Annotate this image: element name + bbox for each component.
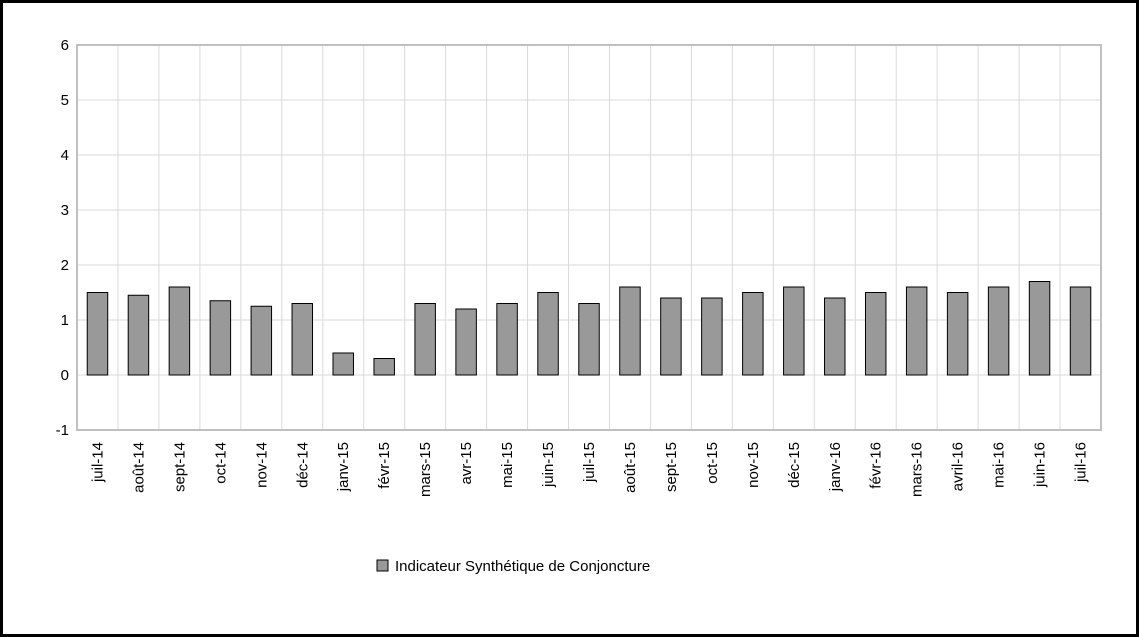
legend-swatch	[376, 559, 389, 572]
bar-déc-15	[783, 286, 805, 376]
bar-août-15	[619, 286, 641, 376]
bar-juil-14	[86, 292, 109, 376]
bar-févr-15	[373, 358, 395, 376]
bar-déc-14	[291, 303, 314, 376]
x-tick-label: janv-16	[827, 442, 844, 492]
bars	[86, 281, 1092, 376]
x-tick-label: sept-14	[171, 442, 188, 492]
bar-juin-15	[537, 292, 559, 376]
x-tick-label: juin-16	[1032, 442, 1049, 488]
x-tick-label: août-14	[130, 442, 147, 493]
x-tick-label: mai-15	[499, 442, 516, 488]
y-tick-label: 4	[61, 147, 69, 164]
bar-août-14	[127, 294, 150, 376]
x-tick-label: oct-15	[704, 442, 721, 484]
x-tick-label: déc-14	[294, 442, 311, 488]
bar-mai-15	[496, 303, 518, 376]
bar-juin-16	[1028, 281, 1051, 376]
bar-oct-14	[209, 300, 232, 376]
bar-oct-15	[701, 297, 723, 376]
bar-sept-15	[660, 297, 682, 376]
x-tick-label: juil-15	[581, 442, 598, 483]
x-axis-ticks: juil-14 août-14 sept-14 oct-14 nov-14 déc-14 j…	[89, 442, 1089, 497]
y-tick-label: 6	[61, 37, 69, 54]
bar-nov-14	[250, 305, 273, 376]
bar-nov-15	[742, 292, 764, 376]
x-tick-label: août-15	[622, 442, 639, 493]
x-tick-label: juil-16	[1073, 442, 1090, 483]
bar-mars-15	[414, 303, 436, 376]
bar-juil-15	[578, 303, 600, 376]
bar-sept-14	[168, 286, 191, 376]
bar-janv-15	[332, 352, 354, 376]
y-tick-label: 2	[61, 257, 69, 274]
legend: Indicateur Synthétique de Conjoncture	[376, 558, 650, 575]
plot-border	[76, 44, 1102, 431]
x-tick-label: avr-15	[458, 442, 475, 485]
bar-avril-16	[946, 292, 969, 376]
y-axis-ticks: -1 0 1 2 3 4 5 6	[56, 37, 69, 439]
bar-mars-16	[905, 286, 928, 376]
x-tick-label: mai-16	[991, 442, 1008, 488]
x-tick-label: sept-15	[663, 442, 680, 492]
bar-janv-16	[824, 297, 846, 376]
x-tick-label: mars-15	[417, 442, 434, 497]
x-tick-label: janv-15	[335, 442, 352, 492]
x-tick-label: juil-14	[89, 442, 106, 483]
legend-label: Indicateur Synthétique de Conjoncture	[395, 558, 650, 575]
bar-avr-15	[455, 308, 477, 376]
x-tick-label: oct-14	[212, 442, 229, 484]
x-tick-label: avril-16	[950, 442, 967, 491]
y-tick-label: 3	[61, 202, 69, 219]
y-tick-label: 0	[61, 367, 69, 384]
bar-juil-16	[1069, 286, 1092, 376]
y-tick-label: 5	[61, 92, 69, 109]
bar-févr-16	[864, 292, 887, 376]
x-tick-label: févr-16	[868, 442, 885, 489]
y-tick-label: 1	[61, 312, 69, 329]
x-tick-label: nov-14	[253, 442, 270, 488]
x-tick-label: nov-15	[745, 442, 762, 488]
x-tick-label: juin-15	[540, 442, 557, 488]
y-tick-label: -1	[56, 422, 69, 439]
x-tick-label: févr-15	[376, 442, 393, 489]
bar-mai-16	[987, 286, 1010, 376]
x-tick-label: déc-15	[786, 442, 803, 488]
x-tick-label: mars-16	[909, 442, 926, 497]
